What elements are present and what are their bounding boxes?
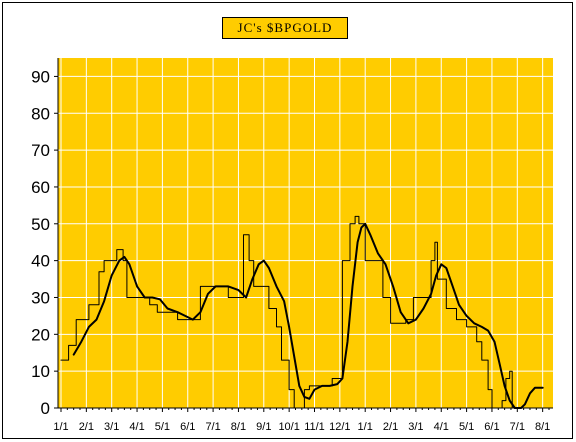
y-tick-label: 0 — [41, 399, 50, 418]
y-tick-label: 30 — [31, 288, 50, 307]
vertical-gridlines — [60, 58, 544, 408]
x-tick-label: 8/1 — [231, 421, 246, 433]
y-tick-label: 10 — [31, 362, 50, 381]
x-tick-label: 5/1 — [459, 421, 474, 433]
y-axis: 0 10 20 30 40 50 60 70 80 90 — [31, 58, 59, 418]
x-tick-label: 8/1 — [535, 421, 550, 433]
x-tick-label: 1/1 — [358, 421, 373, 433]
x-tick-label: 6/1 — [484, 421, 499, 433]
y-tick-label: 60 — [31, 178, 50, 197]
x-axis: 1/1 2/1 3/1 4/1 5/1 6/1 7/1 8/1 9/1 10/1 11/1 12/1 1… — [53, 407, 553, 433]
x-tick-label: 11/1 — [304, 421, 325, 433]
x-tick-label: 7/1 — [510, 421, 525, 433]
y-tick-label: 20 — [31, 325, 50, 344]
plot-area — [58, 58, 553, 408]
series-group — [60, 215, 544, 409]
x-tick-label: 5/1 — [155, 421, 170, 433]
x-tick-label: 9/1 — [256, 421, 271, 433]
x-tick-label: 1/1 — [53, 421, 68, 433]
y-tick-label: 70 — [31, 141, 50, 160]
x-tick-label: 7/1 — [205, 421, 220, 433]
x-tick-label: 4/1 — [434, 421, 449, 433]
y-tick-label: 50 — [31, 215, 50, 234]
y-tick-label: 40 — [31, 252, 50, 271]
x-tick-label: 6/1 — [180, 421, 195, 433]
x-tick-label: 10/1 — [278, 421, 299, 433]
x-tick-label: 2/1 — [383, 421, 398, 433]
y-tick-label: 80 — [31, 104, 50, 123]
x-tick-label: 12/1 — [329, 421, 350, 433]
series-line-smoothed — [72, 222, 544, 409]
x-tick-label: 3/1 — [104, 421, 119, 433]
x-tick-label: 4/1 — [129, 421, 144, 433]
x-tick-label: 2/1 — [79, 421, 94, 433]
chart-title: JC's $BPGOLD — [222, 17, 348, 39]
y-tick-label: 90 — [31, 67, 50, 86]
x-tick-label: 3/1 — [408, 421, 423, 433]
